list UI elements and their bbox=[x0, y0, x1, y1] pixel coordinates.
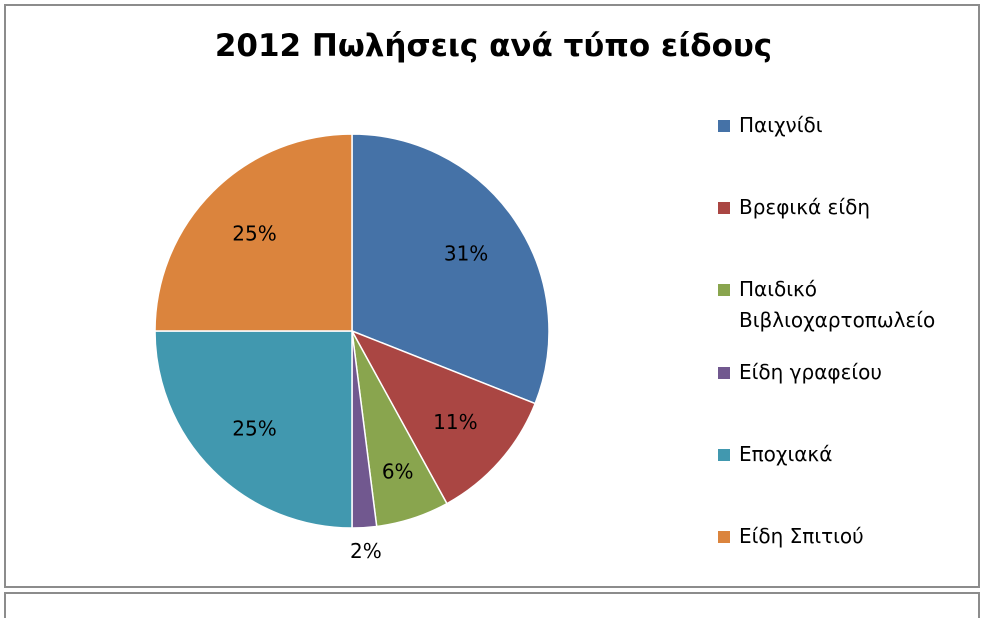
legend-swatch bbox=[718, 449, 730, 461]
slice-data-label-5: 25% bbox=[232, 417, 276, 441]
legend-swatch bbox=[718, 367, 730, 379]
legend-swatch bbox=[718, 531, 730, 543]
slice-data-label-1: 31% bbox=[444, 242, 488, 266]
pie-slice-5 bbox=[154, 330, 353, 529]
legend-item-5: Εποχιακά bbox=[718, 439, 832, 470]
legend-item-1: Παιχνίδι bbox=[718, 110, 823, 141]
legend-item-6: Είδη Σπιτιού bbox=[718, 521, 864, 552]
legend-label: Είδη γραφείου bbox=[739, 360, 882, 384]
legend-swatch bbox=[718, 120, 730, 132]
legend-label: Είδη Σπιτιού bbox=[739, 524, 864, 548]
chart-title: 2012 Πωλήσεις ανά τύπο είδους bbox=[214, 28, 773, 64]
pie-slice-6 bbox=[154, 133, 353, 332]
slice-data-label-3: 6% bbox=[382, 460, 414, 484]
legend-label: Παιδικό Βιβλιοχαρτοπωλείο bbox=[739, 277, 936, 332]
slice-data-label-6: 25% bbox=[232, 222, 276, 246]
legend-swatch bbox=[718, 202, 730, 214]
legend-label: Παιχνίδι bbox=[739, 113, 823, 137]
legend-label: Βρεφικά είδη bbox=[739, 195, 871, 219]
legend-item-3: Παιδικό Βιβλιοχαρτοπωλείο bbox=[718, 274, 979, 336]
legend-item-2: Βρεφικά είδη bbox=[718, 192, 870, 223]
pie-slice-2 bbox=[350, 329, 537, 505]
slice-data-label-4: 2% bbox=[350, 539, 382, 563]
pie-slice-1 bbox=[351, 133, 550, 405]
bottom-panel bbox=[4, 592, 980, 618]
legend-label: Εποχιακά bbox=[739, 442, 833, 466]
legend-swatch bbox=[718, 284, 730, 296]
legend-item-4: Είδη γραφείου bbox=[718, 357, 882, 388]
slice-data-label-2: 11% bbox=[433, 410, 477, 434]
